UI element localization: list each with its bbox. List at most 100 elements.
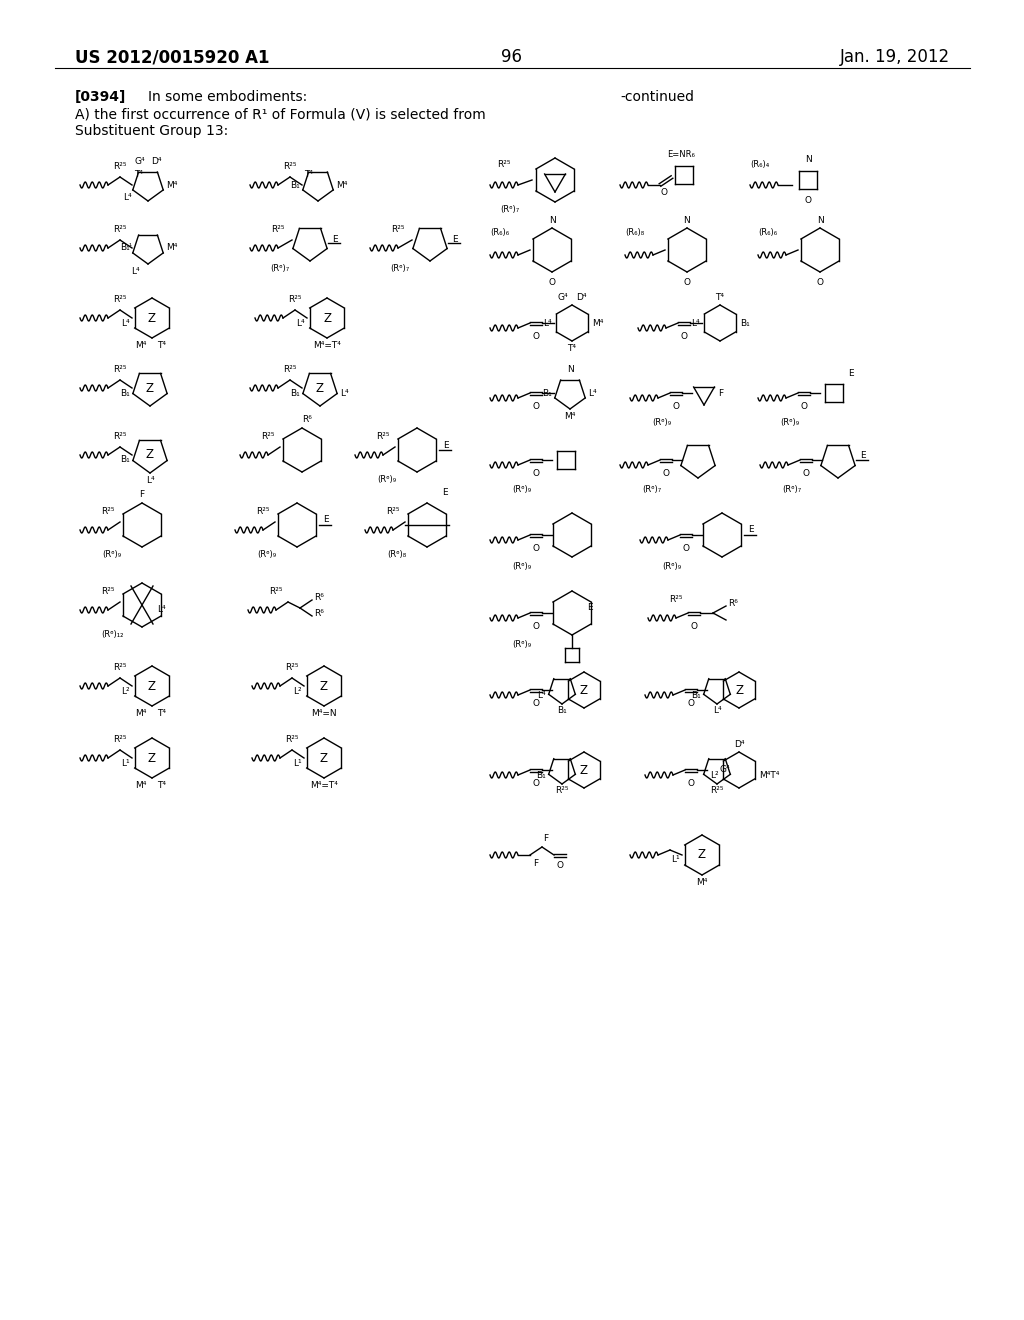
Text: L⁴: L⁴ bbox=[122, 318, 130, 327]
Text: B₁: B₁ bbox=[120, 388, 130, 397]
Text: (R⁶)₇: (R⁶)₇ bbox=[782, 484, 802, 494]
Text: Jan. 19, 2012: Jan. 19, 2012 bbox=[840, 48, 950, 66]
Text: (R⁶)₉: (R⁶)₉ bbox=[378, 475, 396, 484]
Text: Z: Z bbox=[316, 381, 324, 395]
Text: T⁴: T⁴ bbox=[304, 170, 313, 180]
Text: [0394]: [0394] bbox=[75, 90, 126, 104]
Text: (R⁶)₇: (R⁶)₇ bbox=[642, 484, 662, 494]
Text: D⁴: D⁴ bbox=[575, 293, 587, 302]
Text: (R⁶)₉: (R⁶)₉ bbox=[102, 550, 122, 558]
Text: Substituent Group 13:: Substituent Group 13: bbox=[75, 124, 228, 139]
Text: (R⁶)₇: (R⁶)₇ bbox=[501, 205, 519, 214]
Text: Z: Z bbox=[735, 684, 743, 697]
Text: T⁴: T⁴ bbox=[716, 293, 725, 302]
Text: O: O bbox=[683, 544, 689, 553]
Text: R²⁵: R²⁵ bbox=[114, 162, 127, 172]
Text: L⁴: L⁴ bbox=[296, 318, 305, 327]
Text: M⁴: M⁴ bbox=[166, 181, 177, 190]
Text: R⁶: R⁶ bbox=[314, 593, 324, 602]
Text: F: F bbox=[544, 834, 549, 843]
Text: L⁴: L⁴ bbox=[340, 388, 348, 397]
Text: R²⁵: R²⁵ bbox=[261, 432, 274, 441]
Text: L¹: L¹ bbox=[293, 759, 302, 767]
Text: M⁴=T⁴: M⁴=T⁴ bbox=[310, 781, 338, 789]
Text: L²: L² bbox=[293, 686, 302, 696]
Text: O: O bbox=[673, 403, 680, 411]
Text: Z: Z bbox=[146, 449, 154, 462]
Text: E: E bbox=[443, 441, 449, 450]
Text: R²⁵: R²⁵ bbox=[498, 160, 511, 169]
Text: T⁴: T⁴ bbox=[567, 345, 577, 352]
Text: R²⁵: R²⁵ bbox=[114, 432, 127, 441]
Text: O: O bbox=[556, 861, 563, 870]
Text: O: O bbox=[683, 279, 690, 286]
Text: O: O bbox=[663, 469, 670, 478]
Text: O: O bbox=[532, 779, 540, 788]
Text: B₁: B₁ bbox=[740, 318, 750, 327]
Text: O: O bbox=[803, 469, 810, 478]
Text: M⁴=T⁴: M⁴=T⁴ bbox=[313, 341, 341, 350]
Text: L⁴: L⁴ bbox=[157, 606, 166, 615]
Text: (R⁶)₉: (R⁶)₉ bbox=[512, 484, 531, 494]
Text: B₁: B₁ bbox=[537, 771, 546, 780]
Text: (R⁶)₉: (R⁶)₉ bbox=[652, 418, 672, 426]
Text: F: F bbox=[139, 490, 144, 499]
Text: Z: Z bbox=[698, 849, 706, 862]
Text: R²⁵: R²⁵ bbox=[114, 735, 127, 744]
Text: B₁: B₁ bbox=[290, 388, 300, 397]
Text: E: E bbox=[587, 603, 593, 612]
Text: (R₆)₆: (R₆)₆ bbox=[490, 228, 510, 238]
Text: R²⁵: R²⁵ bbox=[386, 507, 399, 516]
Text: L²: L² bbox=[122, 686, 130, 696]
Text: N: N bbox=[566, 366, 573, 374]
Text: Z: Z bbox=[148, 680, 156, 693]
Text: (R⁶)₉: (R⁶)₉ bbox=[780, 418, 800, 426]
Text: (R⁶)₉: (R⁶)₉ bbox=[512, 640, 531, 649]
Text: E: E bbox=[442, 488, 447, 498]
Text: (R₆)₆: (R₆)₆ bbox=[759, 228, 777, 238]
Text: (R⁶)₁₂: (R⁶)₁₂ bbox=[100, 630, 123, 639]
Text: B₁: B₁ bbox=[691, 690, 701, 700]
Text: M⁴=N: M⁴=N bbox=[311, 709, 337, 718]
Text: L⁴: L⁴ bbox=[588, 388, 597, 397]
Text: L²: L² bbox=[711, 771, 719, 780]
Text: R²⁵: R²⁵ bbox=[555, 785, 568, 795]
Text: (R₆)₄: (R₆)₄ bbox=[751, 160, 770, 169]
Text: O: O bbox=[532, 469, 540, 478]
Text: Z: Z bbox=[146, 381, 154, 395]
Text: R⁶: R⁶ bbox=[314, 609, 324, 618]
Text: O: O bbox=[532, 622, 540, 631]
Text: M⁴: M⁴ bbox=[564, 412, 575, 421]
Text: G⁴: G⁴ bbox=[134, 157, 145, 166]
Text: R²⁵: R²⁵ bbox=[101, 587, 115, 597]
Text: R²⁵: R²⁵ bbox=[670, 595, 683, 605]
Text: In some embodiments:: In some embodiments: bbox=[148, 90, 307, 104]
Text: E=NR₆: E=NR₆ bbox=[667, 150, 695, 158]
Text: E: E bbox=[860, 450, 865, 459]
Text: M⁴: M⁴ bbox=[135, 341, 147, 350]
Text: E: E bbox=[323, 516, 329, 524]
Text: M⁴: M⁴ bbox=[166, 243, 177, 252]
Text: L¹: L¹ bbox=[122, 759, 130, 767]
Text: N: N bbox=[816, 216, 823, 224]
Text: 96: 96 bbox=[502, 48, 522, 66]
Text: E: E bbox=[332, 235, 338, 243]
Text: Z: Z bbox=[323, 312, 331, 325]
Text: R²⁵: R²⁵ bbox=[114, 224, 127, 234]
Text: O: O bbox=[549, 279, 555, 286]
Text: B₁: B₁ bbox=[543, 388, 552, 397]
Text: R²⁵: R²⁵ bbox=[391, 224, 404, 234]
Text: R²⁵: R²⁵ bbox=[288, 294, 302, 304]
Text: Z: Z bbox=[580, 763, 588, 776]
Text: D⁴: D⁴ bbox=[151, 157, 162, 166]
Text: R²⁵: R²⁵ bbox=[711, 785, 724, 795]
Text: Z: Z bbox=[148, 312, 156, 325]
Text: B₁: B₁ bbox=[120, 455, 130, 465]
Text: Z: Z bbox=[319, 680, 328, 693]
Text: O: O bbox=[805, 195, 811, 205]
Text: O: O bbox=[801, 403, 808, 411]
Text: N: N bbox=[684, 216, 690, 224]
Text: R²⁵: R²⁵ bbox=[114, 294, 127, 304]
Text: (R₆)₈: (R₆)₈ bbox=[626, 228, 644, 238]
Text: L⁴: L⁴ bbox=[544, 318, 552, 327]
